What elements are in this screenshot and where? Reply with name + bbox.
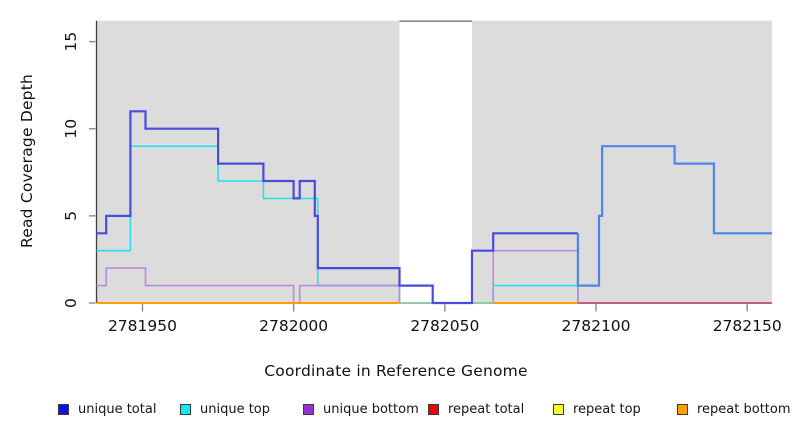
x-tick-label: 2782150 — [713, 317, 782, 335]
legend-item-unique-bottom: unique bottom — [303, 401, 419, 417]
x-tick-label: 2781950 — [108, 317, 177, 335]
x-tick-label: 2782050 — [410, 317, 479, 335]
series-unique-total-right — [576, 145, 772, 287]
legend-item-unique-top: unique top — [180, 401, 270, 417]
legend-label: repeat bottom — [697, 401, 791, 417]
legend-label: repeat total — [448, 401, 525, 417]
panel-right — [472, 20, 772, 303]
repeat-bottom-swatch-icon — [677, 403, 688, 415]
series-unique-total-left — [96, 110, 578, 305]
legend-item-repeat-top: repeat top — [553, 401, 641, 417]
unique-total-swatch-icon — [58, 403, 69, 415]
y-tick-label: 10 — [62, 119, 80, 139]
legend-label: unique bottom — [323, 401, 419, 417]
x-tick-label: 2782000 — [259, 317, 328, 335]
legend-item-repeat-total: repeat total — [428, 401, 524, 417]
y-axis-title: Read Coverage Depth — [18, 73, 36, 249]
repeat-top-swatch-icon — [553, 403, 564, 415]
y-tick-label: 5 — [62, 211, 80, 221]
repeat-total-swatch-icon — [428, 403, 439, 415]
x-tick-label: 2782100 — [562, 317, 631, 335]
legend-label: unique total — [78, 401, 157, 417]
legend-item-repeat-bottom: repeat bottom — [677, 401, 791, 417]
legend-item-unique-total: unique total — [58, 401, 156, 417]
unique-bottom-swatch-icon — [303, 403, 314, 415]
unique-top-swatch-icon — [180, 403, 191, 415]
y-tick-label: 15 — [62, 32, 80, 52]
legend-label: repeat top — [573, 401, 641, 417]
y-tick-label: 0 — [62, 298, 80, 308]
series-unique-bottom — [96, 249, 772, 304]
legend: unique total unique top unique bottom re… — [0, 398, 792, 422]
panel-left — [96, 20, 400, 303]
x-axis-title: Coordinate in Reference Genome — [264, 362, 528, 380]
legend-label: unique top — [200, 401, 271, 417]
